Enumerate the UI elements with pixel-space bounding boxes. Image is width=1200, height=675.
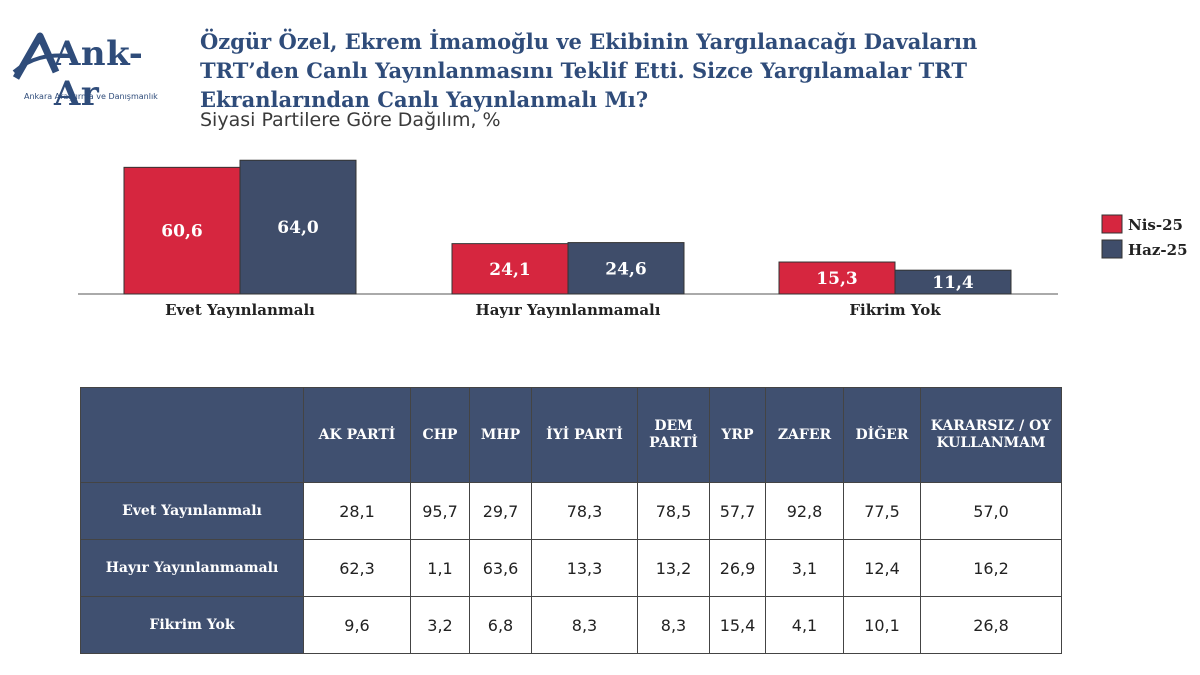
row-label: Hayır Yayınlanmamalı — [80, 539, 304, 597]
table-header-cell: AK PARTİ — [303, 387, 411, 483]
table-cell: 3,2 — [410, 596, 470, 654]
table-cell: 78,3 — [531, 482, 638, 540]
table-cell: 6,8 — [469, 596, 532, 654]
table-cell: 9,6 — [303, 596, 411, 654]
table-cell: 3,1 — [765, 539, 844, 597]
row-label: Evet Yayınlanmalı — [80, 482, 304, 540]
table-cell: 63,6 — [469, 539, 532, 597]
table-header-cell: DEM PARTİ — [637, 387, 710, 483]
bar — [894, 269, 1012, 295]
page-title: Özgür Özel, Ekrem İmamoğlu ve Ekibinin Y… — [200, 27, 1160, 114]
logo-mark-icon — [12, 32, 71, 80]
table-cell: 13,2 — [637, 539, 710, 597]
table-cell: 57,7 — [709, 482, 766, 540]
table-header-cell: ZAFER — [765, 387, 844, 483]
table-cell: 78,5 — [637, 482, 710, 540]
table-cell: 4,1 — [765, 596, 844, 654]
table-cell: 8,3 — [531, 596, 638, 654]
table-header-cell: MHP — [469, 387, 532, 483]
table-header-cell: İYİ PARTİ — [531, 387, 638, 483]
legend-label: Nis-25 — [1128, 216, 1183, 234]
data-label: 24,6 — [605, 259, 646, 279]
legend-label: Haz-25 — [1128, 241, 1188, 259]
logo-tagline: Ankara Araştırma ve Danışmanlık — [24, 92, 158, 101]
table-row: Fikrim Yok 9,6 3,2 6,8 8,3 8,3 15,4 4,1 … — [80, 596, 1062, 654]
logo: Ank-Ar Ankara Araştırma ve Danışmanlık — [12, 28, 182, 114]
table-cell: 13,3 — [531, 539, 638, 597]
category-label: Hayır Yayınlanmamalı — [476, 301, 661, 319]
category-label: Evet Yayınlanmalı — [165, 301, 315, 319]
data-label: 24,1 — [489, 260, 530, 280]
data-label: 60,6 — [161, 222, 202, 242]
table-header-row: AK PARTİ CHP MHP İYİ PARTİ DEM PARTİ YRP… — [80, 387, 1062, 483]
data-label: 15,3 — [816, 269, 857, 289]
bar-chart: 60,6 64,0 Evet Yayınlanmalı 24,1 24,6 Hayır Y… — [78, 159, 1188, 319]
table-cell: 26,8 — [920, 596, 1062, 654]
bar — [567, 242, 685, 295]
table-row: Evet Yayınlanmalı 28,1 95,7 29,7 78,3 78… — [80, 482, 1062, 540]
table-row: Hayır Yayınlanmamalı 62,3 1,1 63,6 13,3 … — [80, 539, 1062, 597]
legend-swatch — [1101, 214, 1123, 234]
title-line-3: Ekranlarından Canlı Yayınlanmalı Mı? — [200, 87, 649, 112]
title-line-2: TRT’den Canlı Yayınlanmasını Teklif Etti… — [200, 58, 967, 83]
category-label: Fikrim Yok — [849, 301, 941, 319]
table-header-cell: CHP — [410, 387, 470, 483]
table-cell: 10,1 — [843, 596, 921, 654]
table-cell: 95,7 — [410, 482, 470, 540]
table-header-cell: YRP — [709, 387, 766, 483]
table-cell: 15,4 — [709, 596, 766, 654]
table-cell: 16,2 — [920, 539, 1062, 597]
table-header-cell: KARARSIZ / OY KULLANMAM — [920, 387, 1062, 483]
legend-swatch — [1101, 239, 1123, 259]
table-cell: 8,3 — [637, 596, 710, 654]
page-subtitle: Siyasi Partilere Göre Dağılım, % — [200, 109, 501, 131]
title-line-1: Özgür Özel, Ekrem İmamoğlu ve Ekibinin Y… — [200, 29, 978, 54]
table-cell: 1,1 — [410, 539, 470, 597]
bar — [123, 166, 241, 295]
table-cell: 77,5 — [843, 482, 921, 540]
table-cell: 29,7 — [469, 482, 532, 540]
table-header-cell: DİĞER — [843, 387, 921, 483]
data-label: 64,0 — [277, 218, 319, 238]
table-corner-cell — [80, 387, 304, 483]
table-cell: 62,3 — [303, 539, 411, 597]
data-label: 11,4 — [932, 273, 974, 293]
party-breakdown-table: AK PARTİ CHP MHP İYİ PARTİ DEM PARTİ YRP… — [80, 387, 1062, 654]
table-cell: 92,8 — [765, 482, 844, 540]
logo-text: Ank-Ar — [54, 34, 144, 114]
bar — [239, 159, 357, 295]
table-cell: 12,4 — [843, 539, 921, 597]
table-cell: 28,1 — [303, 482, 411, 540]
table-cell: 57,0 — [920, 482, 1062, 540]
bar — [778, 261, 896, 295]
row-label: Fikrim Yok — [80, 596, 304, 654]
table-cell: 26,9 — [709, 539, 766, 597]
